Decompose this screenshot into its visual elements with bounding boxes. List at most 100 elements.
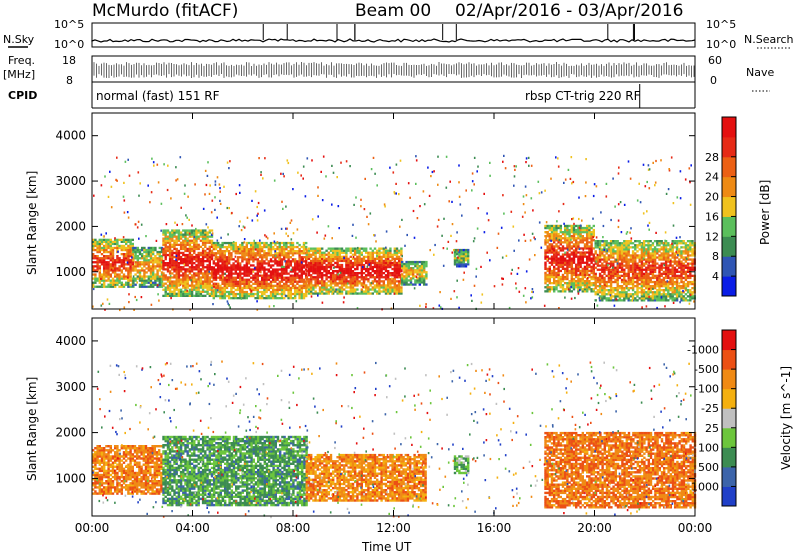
data-cell — [642, 254, 646, 257]
data-cell — [555, 233, 558, 236]
data-cell — [612, 242, 615, 245]
data-cell — [182, 272, 185, 275]
data-cell — [623, 280, 626, 284]
data-cell — [212, 252, 215, 255]
data-cell — [168, 282, 172, 285]
data-cell — [289, 297, 292, 300]
data-cell — [568, 231, 571, 234]
data-cell — [382, 247, 385, 250]
data-cell — [669, 287, 672, 290]
data-cell — [92, 238, 95, 241]
data-cell — [581, 288, 584, 291]
data-cell — [336, 290, 339, 293]
data-cell — [197, 282, 200, 285]
data-cell — [143, 259, 146, 262]
data-cell — [407, 283, 410, 286]
data-cell — [156, 273, 159, 276]
data-cell — [351, 265, 355, 269]
data-cell — [199, 286, 203, 289]
data-cell — [160, 267, 164, 270]
data-cell — [564, 228, 567, 232]
data-cell — [653, 274, 657, 277]
data-cell — [588, 275, 591, 279]
data-cell — [294, 276, 297, 279]
data-cell — [107, 271, 110, 274]
data-cell — [195, 264, 198, 267]
data-cell — [586, 228, 589, 232]
data-cell — [265, 252, 268, 255]
data-cell — [460, 248, 463, 252]
data-cell — [199, 290, 203, 293]
data-cell — [265, 282, 268, 285]
data-cell — [263, 290, 266, 294]
data-cell — [116, 259, 119, 262]
data-cell — [557, 237, 560, 240]
data-cell — [147, 263, 150, 266]
data-cell — [177, 280, 181, 283]
data-cell — [219, 294, 222, 298]
data-cell — [550, 249, 554, 252]
data-cell — [382, 272, 385, 275]
data-cell — [156, 279, 159, 282]
data-cell — [114, 285, 117, 288]
data-cell — [367, 288, 370, 291]
data-cell — [627, 250, 630, 253]
data-cell — [184, 249, 187, 253]
data-cell — [321, 251, 324, 254]
data-cell — [243, 256, 246, 259]
data-cell — [623, 291, 626, 294]
data-cell — [314, 259, 317, 263]
data-cell — [669, 293, 672, 296]
data-cell — [241, 286, 244, 290]
data-cell — [398, 270, 401, 273]
data-cell — [671, 297, 674, 300]
data-cell — [228, 260, 231, 263]
data-cell — [625, 295, 628, 298]
data-cell — [177, 270, 181, 273]
data-cell — [572, 269, 576, 273]
data-cell — [371, 274, 374, 277]
data-cell — [365, 255, 368, 258]
data-cell — [564, 277, 567, 281]
data-cell — [395, 263, 399, 267]
data-cell — [638, 266, 641, 269]
data-cell — [300, 297, 303, 300]
data-cell — [116, 283, 119, 286]
data-cell — [651, 258, 655, 261]
data-cell — [345, 257, 348, 260]
data-cell — [601, 285, 604, 288]
data-cell — [239, 268, 242, 271]
data-cell — [291, 248, 295, 251]
data-cell — [162, 262, 165, 265]
data-cell — [575, 237, 578, 240]
data-cell — [217, 282, 220, 285]
data-cell — [149, 281, 153, 284]
data-cell — [634, 248, 637, 251]
data-cell — [116, 244, 119, 248]
data-cell — [403, 269, 406, 272]
data-cell — [230, 270, 233, 273]
data-cell — [662, 295, 666, 298]
data-cell — [575, 282, 578, 285]
data-cell — [544, 224, 547, 228]
data-cell — [323, 257, 326, 260]
data-cell — [100, 277, 104, 280]
data-cell — [544, 257, 547, 260]
data-cell — [199, 235, 203, 238]
data-cell — [261, 264, 264, 267]
data-cell — [164, 237, 167, 240]
data-cell — [405, 275, 408, 278]
data-cell — [376, 272, 379, 275]
data-cell — [285, 241, 288, 245]
data-cell — [254, 256, 257, 259]
data-cell — [145, 255, 148, 258]
data-cell — [334, 290, 337, 293]
data-cell — [378, 290, 381, 293]
data-cell — [675, 289, 679, 292]
data-cell — [616, 266, 619, 269]
data-cell — [625, 280, 628, 284]
data-cell — [618, 291, 622, 294]
data-cell — [245, 266, 248, 269]
data-cell — [208, 231, 211, 234]
data-cell — [378, 253, 381, 256]
